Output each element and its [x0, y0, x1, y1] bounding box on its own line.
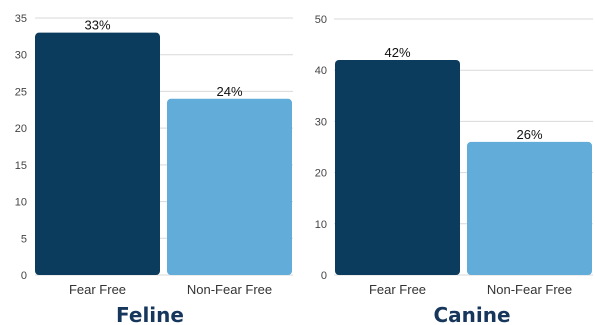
data-label: 26%	[516, 127, 542, 142]
y-tick-label: 30	[15, 50, 27, 62]
y-tick-label: 25	[15, 86, 27, 98]
y-tick-label: 50	[315, 14, 327, 26]
data-label: 33%	[84, 18, 110, 33]
y-tick-label: 20	[15, 123, 27, 135]
y-tick-label: 0	[21, 270, 27, 282]
chart-0: 0 5 10 15 20 25 30 35 33% Fear Free 24% Non-Fear Fr…	[15, 13, 293, 325]
data-label: 42%	[384, 45, 410, 60]
y-tick-label: 30	[315, 116, 327, 128]
y-tick-label: 40	[315, 65, 327, 77]
y-tick-label: 20	[315, 168, 327, 180]
chart-1: 0 10 20 30 40 50 42% Fear Free 26% Non-Fear Free C…	[315, 14, 593, 325]
x-category-label: Non-Fear Free	[187, 282, 272, 297]
bar-fear-free	[335, 59, 460, 276]
data-label: 24%	[216, 84, 242, 99]
bar-fear-free	[35, 32, 160, 275]
y-tick-label: 10	[15, 197, 27, 209]
bar-non-fear-free	[467, 141, 592, 275]
x-category-label: Fear Free	[69, 282, 126, 297]
y-tick-label: 35	[15, 13, 27, 25]
y-tick-label: 15	[15, 160, 27, 172]
y-tick-label: 0	[321, 270, 327, 282]
chart-title: Feline	[116, 303, 184, 325]
bar-non-fear-free	[167, 98, 292, 276]
y-tick-label: 5	[21, 233, 27, 245]
chart-title: Canine	[433, 303, 510, 325]
y-tick-label: 10	[315, 219, 327, 231]
x-category-label: Fear Free	[369, 282, 426, 297]
x-category-label: Non-Fear Free	[487, 282, 572, 297]
